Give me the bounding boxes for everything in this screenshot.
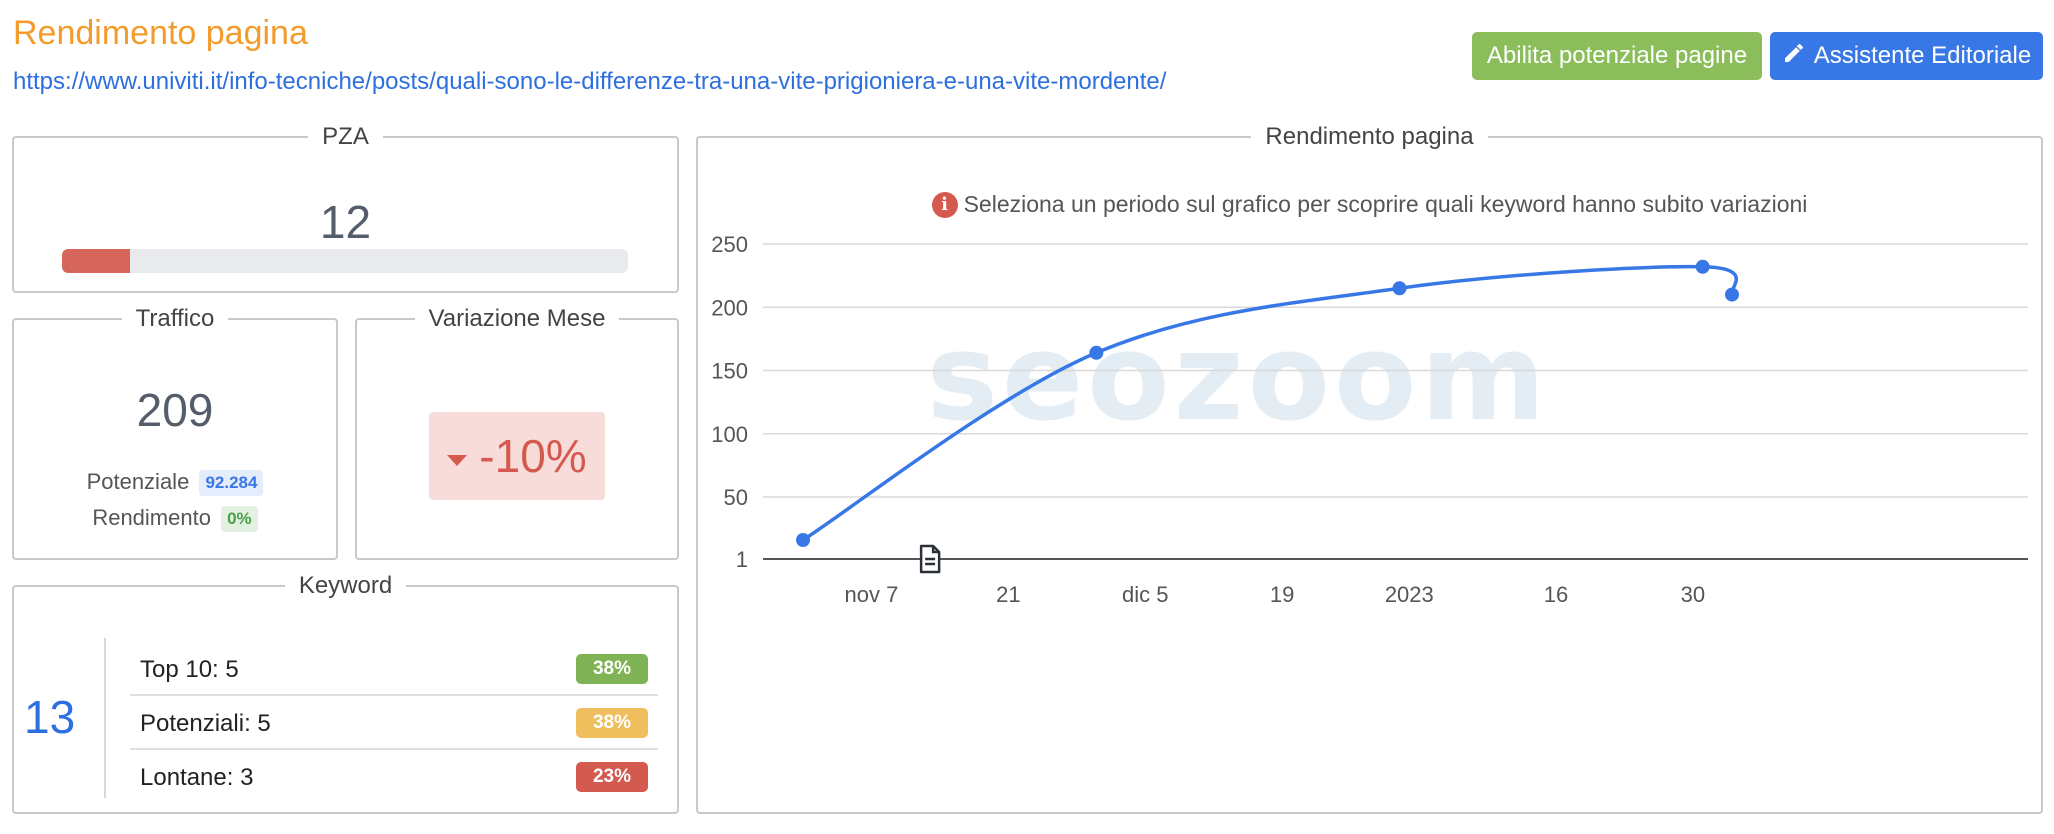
keyword-row[interactable]: Top 10: 5 38% <box>130 642 658 696</box>
potential-row: Potenziale 92.284 <box>14 469 336 497</box>
monthly-change-box: -10% <box>429 412 605 500</box>
pza-progress-track <box>62 249 628 273</box>
enable-potential-label: Abilita potenziale pagine <box>1486 42 1748 69</box>
y-tick-label: 100 <box>711 422 748 447</box>
monthly-change-panel: Variazione Mese -10% <box>355 307 679 560</box>
y-tick-label: 250 <box>711 232 748 257</box>
chart-info-text: Seleziona un periodo sul grafico per sco… <box>963 191 1808 217</box>
data-point <box>1089 345 1104 360</box>
data-point <box>796 533 810 548</box>
potential-label: Potenziale <box>86 469 190 494</box>
caret-down-icon <box>447 454 468 466</box>
info-icon: i <box>931 192 958 218</box>
keyword-row-label: Top 10: 5 <box>140 656 239 683</box>
keyword-row[interactable]: Potenziali: 5 38% <box>130 696 658 750</box>
yield-badge: 0% <box>221 506 258 533</box>
keyword-row-label: Potenziali: 5 <box>140 710 271 737</box>
enable-potential-button[interactable]: Abilita potenziale pagine <box>1472 32 1762 80</box>
traffic-value: 209 <box>136 384 214 436</box>
y-tick-label: 150 <box>711 359 748 384</box>
yield-row: Rendimento 0% <box>14 505 336 533</box>
chart-title: Rendimento pagina <box>1265 123 1474 150</box>
editorial-assistant-button[interactable]: Assistente Editoriale <box>1770 32 2043 80</box>
page-url-link[interactable]: https://www.univiti.it/info-tecniche/pos… <box>13 68 1167 95</box>
keyword-title: Keyword <box>298 572 393 599</box>
chart-panel: Rendimento pagina i Seleziona un periodo … <box>696 125 2043 814</box>
yield-label: Rendimento <box>92 505 211 530</box>
keyword-total: 13 <box>24 691 76 743</box>
monthly-change-value: -10% <box>479 430 587 482</box>
pza-title: PZA <box>322 123 369 150</box>
keyword-divider <box>104 638 106 798</box>
x-tick-label: nov 7 <box>845 582 899 607</box>
y-tick-label: 50 <box>724 485 748 510</box>
document-icon[interactable] <box>919 544 941 574</box>
pza-panel: PZA 12 <box>12 125 679 293</box>
x-tick-label: 2023 <box>1385 582 1434 607</box>
x-tick-label: 16 <box>1544 582 1568 607</box>
x-tick-label: dic 5 <box>1122 582 1168 607</box>
y-tick-label: 1 <box>736 547 748 572</box>
keyword-row-badge: 38% <box>576 708 648 738</box>
traffic-panel: Traffico 209 Potenziale 92.284 Rendiment… <box>12 307 338 560</box>
seozoom-watermark: seozoom <box>926 309 1549 448</box>
x-tick-label: 19 <box>1270 582 1294 607</box>
pza-progress-fill <box>62 249 130 273</box>
keyword-row-label: Lontane: 3 <box>140 764 254 791</box>
keyword-panel: Keyword 13 Top 10: 5 38% Potenziali: 5 3… <box>12 574 679 814</box>
y-tick-label: 200 <box>711 295 748 320</box>
chart-info: i Seleziona un periodo sul grafico per sc… <box>698 191 2041 218</box>
keyword-row-badge: 38% <box>576 654 648 684</box>
keyword-row-badge: 23% <box>576 762 648 792</box>
potential-badge: 92.284 <box>199 470 264 497</box>
x-tick-label: 21 <box>996 582 1020 607</box>
traffic-title: Traffico <box>135 305 215 332</box>
x-tick-label: 30 <box>1681 582 1705 607</box>
data-point <box>1725 287 1739 302</box>
pza-value: 12 <box>319 196 372 248</box>
page-title: Rendimento pagina <box>13 14 308 52</box>
editorial-assistant-label: Assistente Editoriale <box>1813 42 2032 69</box>
data-point <box>1695 259 1710 274</box>
data-point <box>1392 281 1407 296</box>
keyword-row[interactable]: Lontane: 3 23% <box>130 750 658 804</box>
monthly-change-title: Variazione Mese <box>428 305 606 332</box>
pencil-icon <box>1782 41 1806 72</box>
